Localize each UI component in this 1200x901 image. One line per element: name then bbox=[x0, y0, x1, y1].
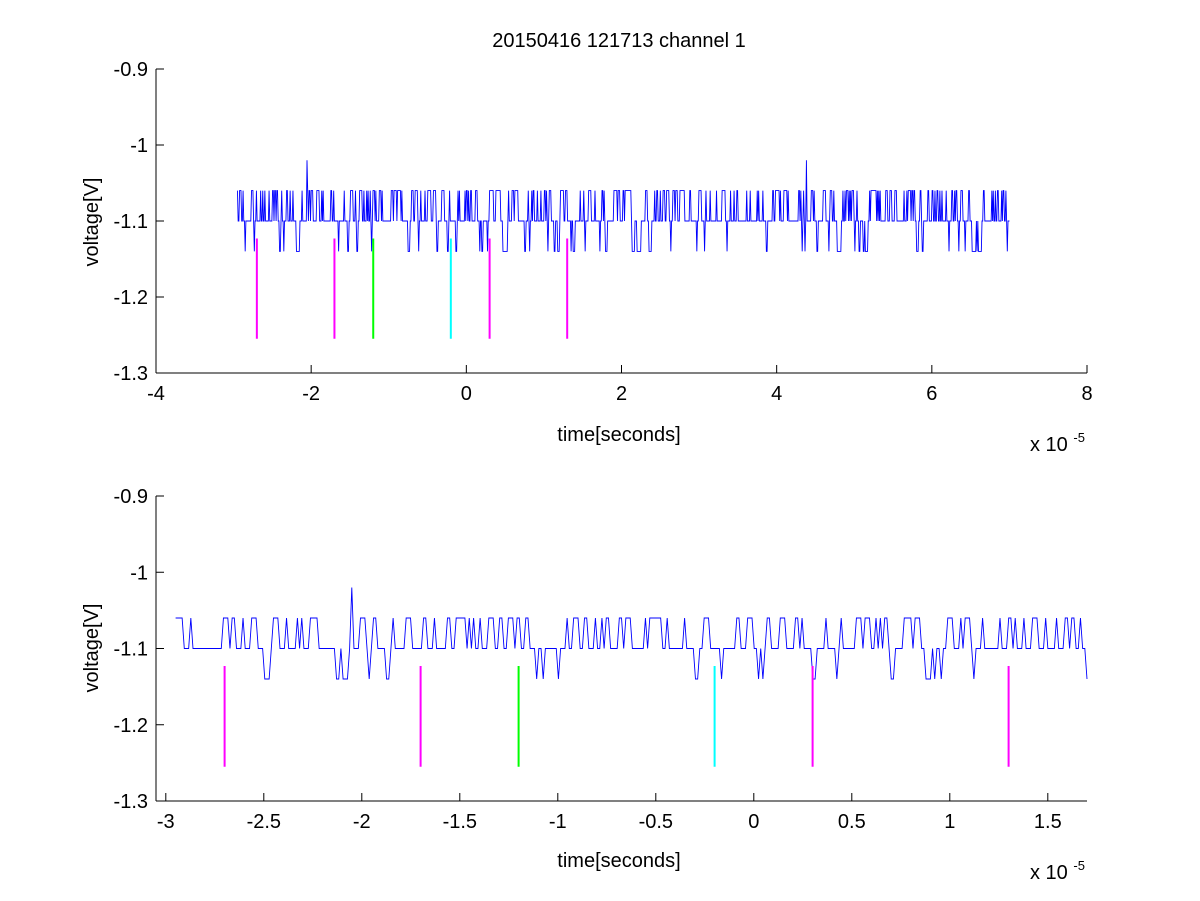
top-y-axis-label: voltage[V] bbox=[81, 178, 103, 267]
bottom-series-group bbox=[175, 587, 1088, 680]
bottom-y-tick-label: -1.2 bbox=[114, 715, 148, 737]
top-y-tick-label: -1.3 bbox=[114, 363, 148, 385]
top-x-exponent: x 10 -5 bbox=[1030, 430, 1085, 456]
bottom-x-tick-label: 0 bbox=[748, 811, 759, 833]
top-x-tick-label: 6 bbox=[926, 383, 937, 405]
bottom-x-tick-label: 1 bbox=[944, 811, 955, 833]
top-x-ticks: -4 -2 0 2 4 6 8 bbox=[147, 365, 1093, 405]
top-x-exponent-base: x 10 bbox=[1030, 434, 1068, 456]
bottom-x-tick-label: -1 bbox=[549, 811, 567, 833]
top-x-exponent-power: -5 bbox=[1073, 430, 1085, 445]
bottom-x-tick-label: -2 bbox=[353, 811, 371, 833]
bottom-x-tick-label: -2.5 bbox=[247, 811, 281, 833]
top-y-tick-label: -1.2 bbox=[114, 287, 148, 309]
top-x-tick-label: -2 bbox=[302, 383, 320, 405]
bottom-x-tick-label: -3 bbox=[157, 811, 175, 833]
top-voltage-trace bbox=[237, 160, 1010, 252]
bottom-x-exponent-power: -5 bbox=[1073, 858, 1085, 873]
bottom-y-tick-label: -0.9 bbox=[114, 486, 148, 508]
top-y-tick-label: -0.9 bbox=[114, 59, 148, 81]
top-x-tick-label: 4 bbox=[771, 383, 782, 405]
bottom-y-tick-label: -1.1 bbox=[114, 639, 148, 661]
bottom-x-ticks: -3 -2.5 -2 -1.5 -1 -0.5 0 0.5 1 1.5 bbox=[157, 793, 1062, 833]
bottom-x-tick-label: 1.5 bbox=[1034, 811, 1062, 833]
top-x-axis-label: time[seconds] bbox=[557, 424, 680, 446]
bottom-x-tick-label: 0.5 bbox=[838, 811, 866, 833]
plot-bottom: -3 -2.5 -2 -1.5 -1 -0.5 0 0.5 1 1.5 -0.9 -1 -1.1 -1.… bbox=[81, 486, 1088, 884]
bottom-x-tick-label: -1.5 bbox=[443, 811, 477, 833]
bottom-y-tick-label: -1.3 bbox=[114, 791, 148, 813]
top-marker-group bbox=[255, 238, 569, 339]
bottom-x-exponent: x 10 -5 bbox=[1030, 858, 1085, 884]
bottom-voltage-trace bbox=[175, 587, 1088, 680]
bottom-y-ticks: -0.9 -1 -1.1 -1.2 -1.3 bbox=[114, 486, 164, 813]
top-x-tick-label: 2 bbox=[616, 383, 627, 405]
top-x-tick-label: 0 bbox=[461, 383, 472, 405]
top-series-group bbox=[237, 160, 1010, 252]
bottom-x-axis-label: time[seconds] bbox=[557, 850, 680, 872]
bottom-x-exponent-base: x 10 bbox=[1030, 862, 1068, 884]
top-x-tick-label: 8 bbox=[1081, 383, 1092, 405]
figure-title: 20150416 121713 channel 1 bbox=[492, 30, 746, 52]
top-y-tick-label: -1.1 bbox=[114, 211, 148, 233]
bottom-marker-group bbox=[223, 666, 1010, 767]
top-y-ticks: -0.9 -1 -1.1 -1.2 -1.3 bbox=[114, 59, 164, 385]
bottom-x-tick-label: -0.5 bbox=[639, 811, 673, 833]
top-x-tick-label: -4 bbox=[147, 383, 165, 405]
plot-top: -4 -2 0 2 4 6 8 -0.9 -1 -1.1 -1.2 -1.3 time[second… bbox=[81, 59, 1093, 456]
bottom-y-tick-label: -1 bbox=[130, 562, 148, 584]
top-y-tick-label: -1 bbox=[130, 135, 148, 157]
bottom-y-axis-label: voltage[V] bbox=[81, 604, 103, 693]
